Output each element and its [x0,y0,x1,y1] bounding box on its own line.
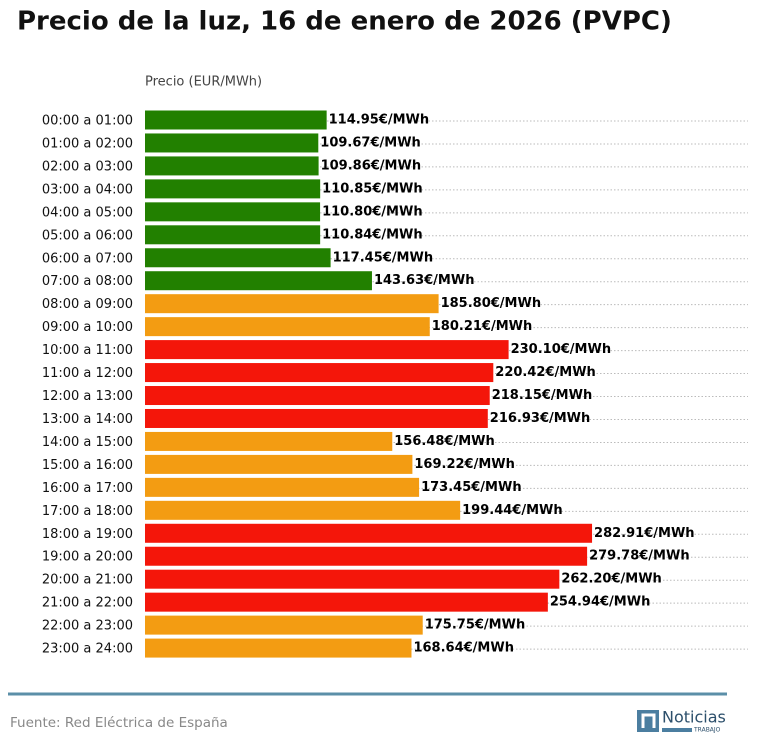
value-label: 282.91€/MWh [594,526,695,541]
value-label: 199.44€/MWh [462,503,563,518]
source: Fuente: Red Eléctrica de España [10,715,228,731]
value-label: 114.95€/MWh [329,113,430,128]
y-tick-label: 12:00 a 13:00 [42,389,133,404]
value-label: 173.45€/MWh [421,480,522,495]
bar [145,523,593,543]
bar [145,248,331,268]
plot-area: 00:00 a 01:00 114.95€/MWh 01:00 a 02:00 109… [42,110,748,658]
bar [145,386,490,406]
value-label: 218.15€/MWh [492,388,592,403]
bar [145,340,509,360]
logo-text: Noticias [662,708,726,727]
bar [145,133,319,153]
y-tick-label: 03:00 a 04:00 [42,182,133,197]
bar [145,156,319,176]
value-label: 110.84€/MWh [322,227,423,242]
bar [145,271,372,291]
bar [145,569,560,589]
logo-glyph [641,713,656,728]
value-label: 156.48€/MWh [394,434,495,449]
bar [145,317,430,337]
y-tick-label: 11:00 a 12:00 [42,366,133,381]
value-label: 185.80€/MWh [441,296,542,311]
bar [145,408,488,428]
y-tick-label: 22:00 a 23:00 [42,619,133,634]
bar [145,294,439,314]
y-tick-label: 08:00 a 09:00 [42,297,133,312]
y-tick-label: 17:00 a 18:00 [42,504,133,519]
y-tick-label: 18:00 a 19:00 [42,527,133,542]
value-label: 169.22€/MWh [414,457,515,472]
y-tick-label: 00:00 a 01:00 [42,114,133,129]
chart-title: Precio de la luz, 16 de enero de 2026 (P… [17,7,672,37]
y-tick-label: 21:00 a 22:00 [42,596,133,611]
y-tick-label: 07:00 a 08:00 [42,274,133,289]
y-tick-label: 15:00 a 16:00 [42,458,133,473]
value-label: 175.75€/MWh [425,618,525,633]
y-tick-label: 06:00 a 07:00 [42,251,133,266]
bar [145,202,321,222]
value-label: 117.45€/MWh [333,250,434,265]
value-label: 220.42€/MWh [495,365,596,380]
bar [145,225,321,245]
y-tick-label: 10:00 a 11:00 [42,343,133,358]
value-label: 216.93€/MWh [490,411,591,426]
value-label: 110.85€/MWh [322,181,423,196]
value-label: 262.20€/MWh [561,572,662,587]
bar [145,431,393,451]
y-tick-label: 16:00 a 17:00 [42,481,133,496]
y-tick-label: 20:00 a 21:00 [42,573,133,588]
logo: Noticias TRABAJO [637,708,726,734]
value-label: 279.78€/MWh [589,549,690,564]
y-tick-label: 23:00 a 24:00 [42,642,133,657]
bar [145,454,413,474]
axis-label: Precio (EUR/MWh) [145,75,262,90]
value-label: 180.21€/MWh [432,319,533,334]
value-label: 109.86€/MWh [321,158,422,173]
value-label: 230.10€/MWh [511,342,612,357]
bar [145,363,494,383]
bar [145,500,461,520]
y-tick-label: 09:00 a 10:00 [42,320,133,335]
bar [145,110,327,130]
y-tick-label: 05:00 a 06:00 [42,228,133,243]
y-tick-label: 14:00 a 15:00 [42,435,133,450]
bar [145,592,548,612]
bar [145,546,588,566]
value-label: 254.94€/MWh [550,595,651,610]
bar [145,477,420,497]
value-label: 109.67€/MWh [320,135,421,150]
y-tick-label: 01:00 a 02:00 [42,136,133,151]
logo-icon [637,710,659,732]
value-label: 143.63€/MWh [374,273,475,288]
bar [145,179,321,199]
logo-bar [662,728,692,732]
y-tick-label: 19:00 a 20:00 [42,550,133,565]
bar [145,615,423,635]
y-tick-label: 02:00 a 03:00 [42,159,133,174]
value-label: 168.64€/MWh [413,641,514,656]
bar [145,638,412,658]
value-label: 110.80€/MWh [322,204,423,219]
y-tick-label: 04:00 a 05:00 [42,205,133,220]
logo-sub: TRABAJO [693,727,721,734]
y-tick-label: 13:00 a 14:00 [42,412,133,427]
